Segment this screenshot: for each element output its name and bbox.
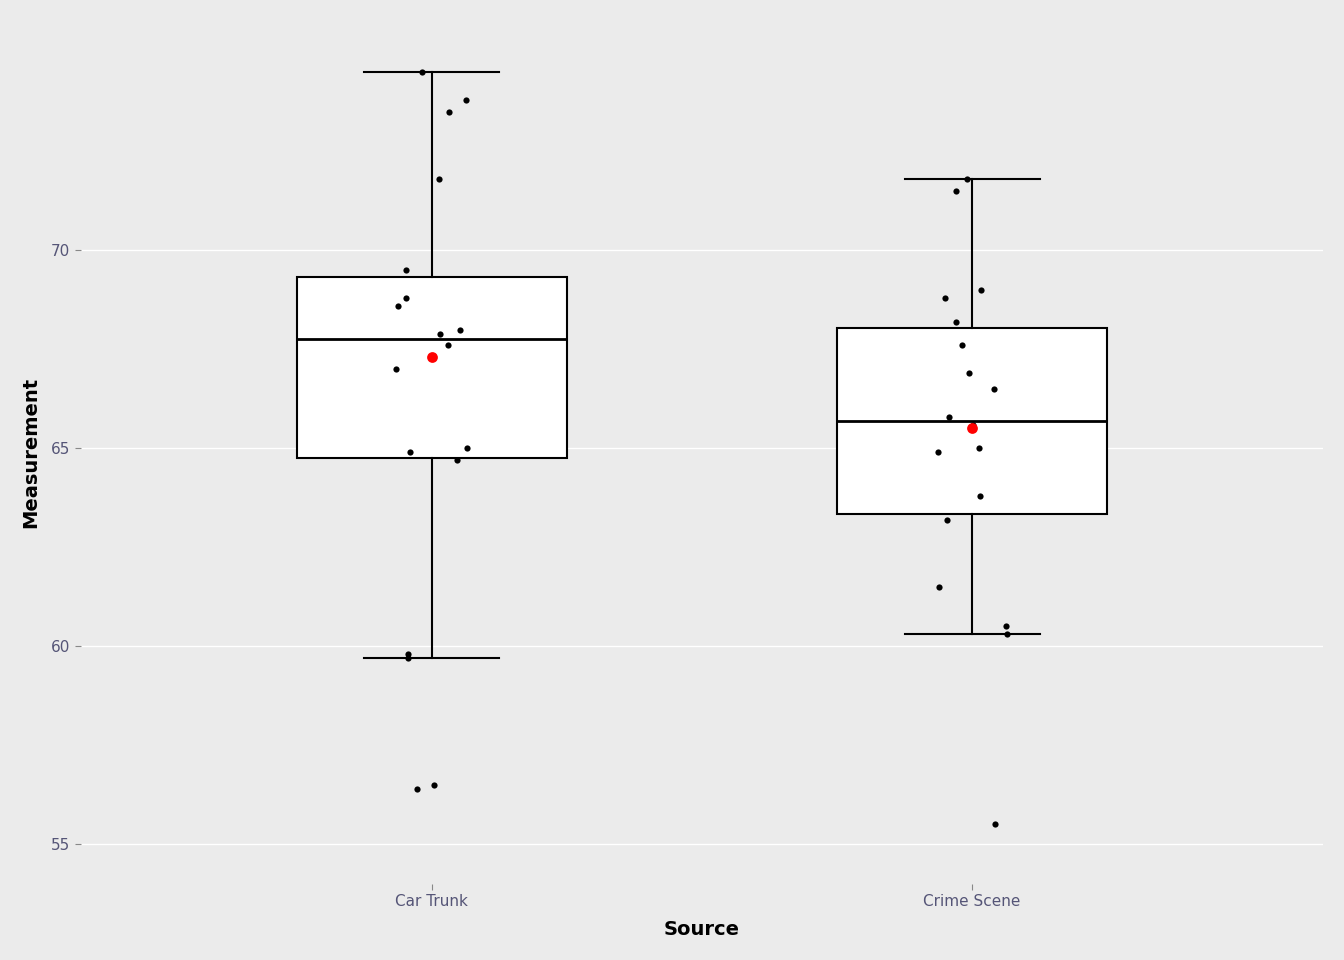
X-axis label: Source: Source [664, 921, 741, 939]
Point [958, 366, 980, 381]
PathPatch shape [837, 327, 1107, 514]
Point [969, 488, 991, 503]
Point [429, 325, 450, 341]
Point [423, 777, 445, 792]
Point [929, 579, 950, 594]
Point [457, 441, 478, 456]
Point [938, 409, 960, 424]
Point [449, 322, 470, 337]
Point [411, 64, 433, 80]
Point [399, 444, 421, 460]
Point [962, 417, 984, 432]
Point [446, 452, 468, 468]
Point [937, 512, 958, 527]
Point [996, 618, 1017, 634]
Point [398, 650, 419, 665]
Point [395, 290, 417, 305]
Point [970, 282, 992, 298]
Point [952, 338, 973, 353]
Point [396, 646, 418, 661]
Point [437, 338, 458, 353]
Point [985, 817, 1007, 832]
Point [456, 92, 477, 108]
Point [387, 299, 409, 314]
Point [946, 314, 968, 329]
Point [384, 362, 406, 377]
Point [395, 262, 417, 277]
Point [946, 183, 968, 199]
Point [968, 441, 989, 456]
Point [934, 290, 956, 305]
Point [429, 172, 450, 187]
PathPatch shape [297, 277, 567, 458]
Point [961, 420, 982, 436]
Point [406, 781, 427, 797]
Point [956, 172, 977, 187]
Point [996, 627, 1017, 642]
Point [438, 105, 460, 120]
Point [927, 444, 949, 460]
Point [982, 381, 1004, 396]
Y-axis label: Measurement: Measurement [22, 376, 40, 528]
Point [421, 349, 442, 365]
